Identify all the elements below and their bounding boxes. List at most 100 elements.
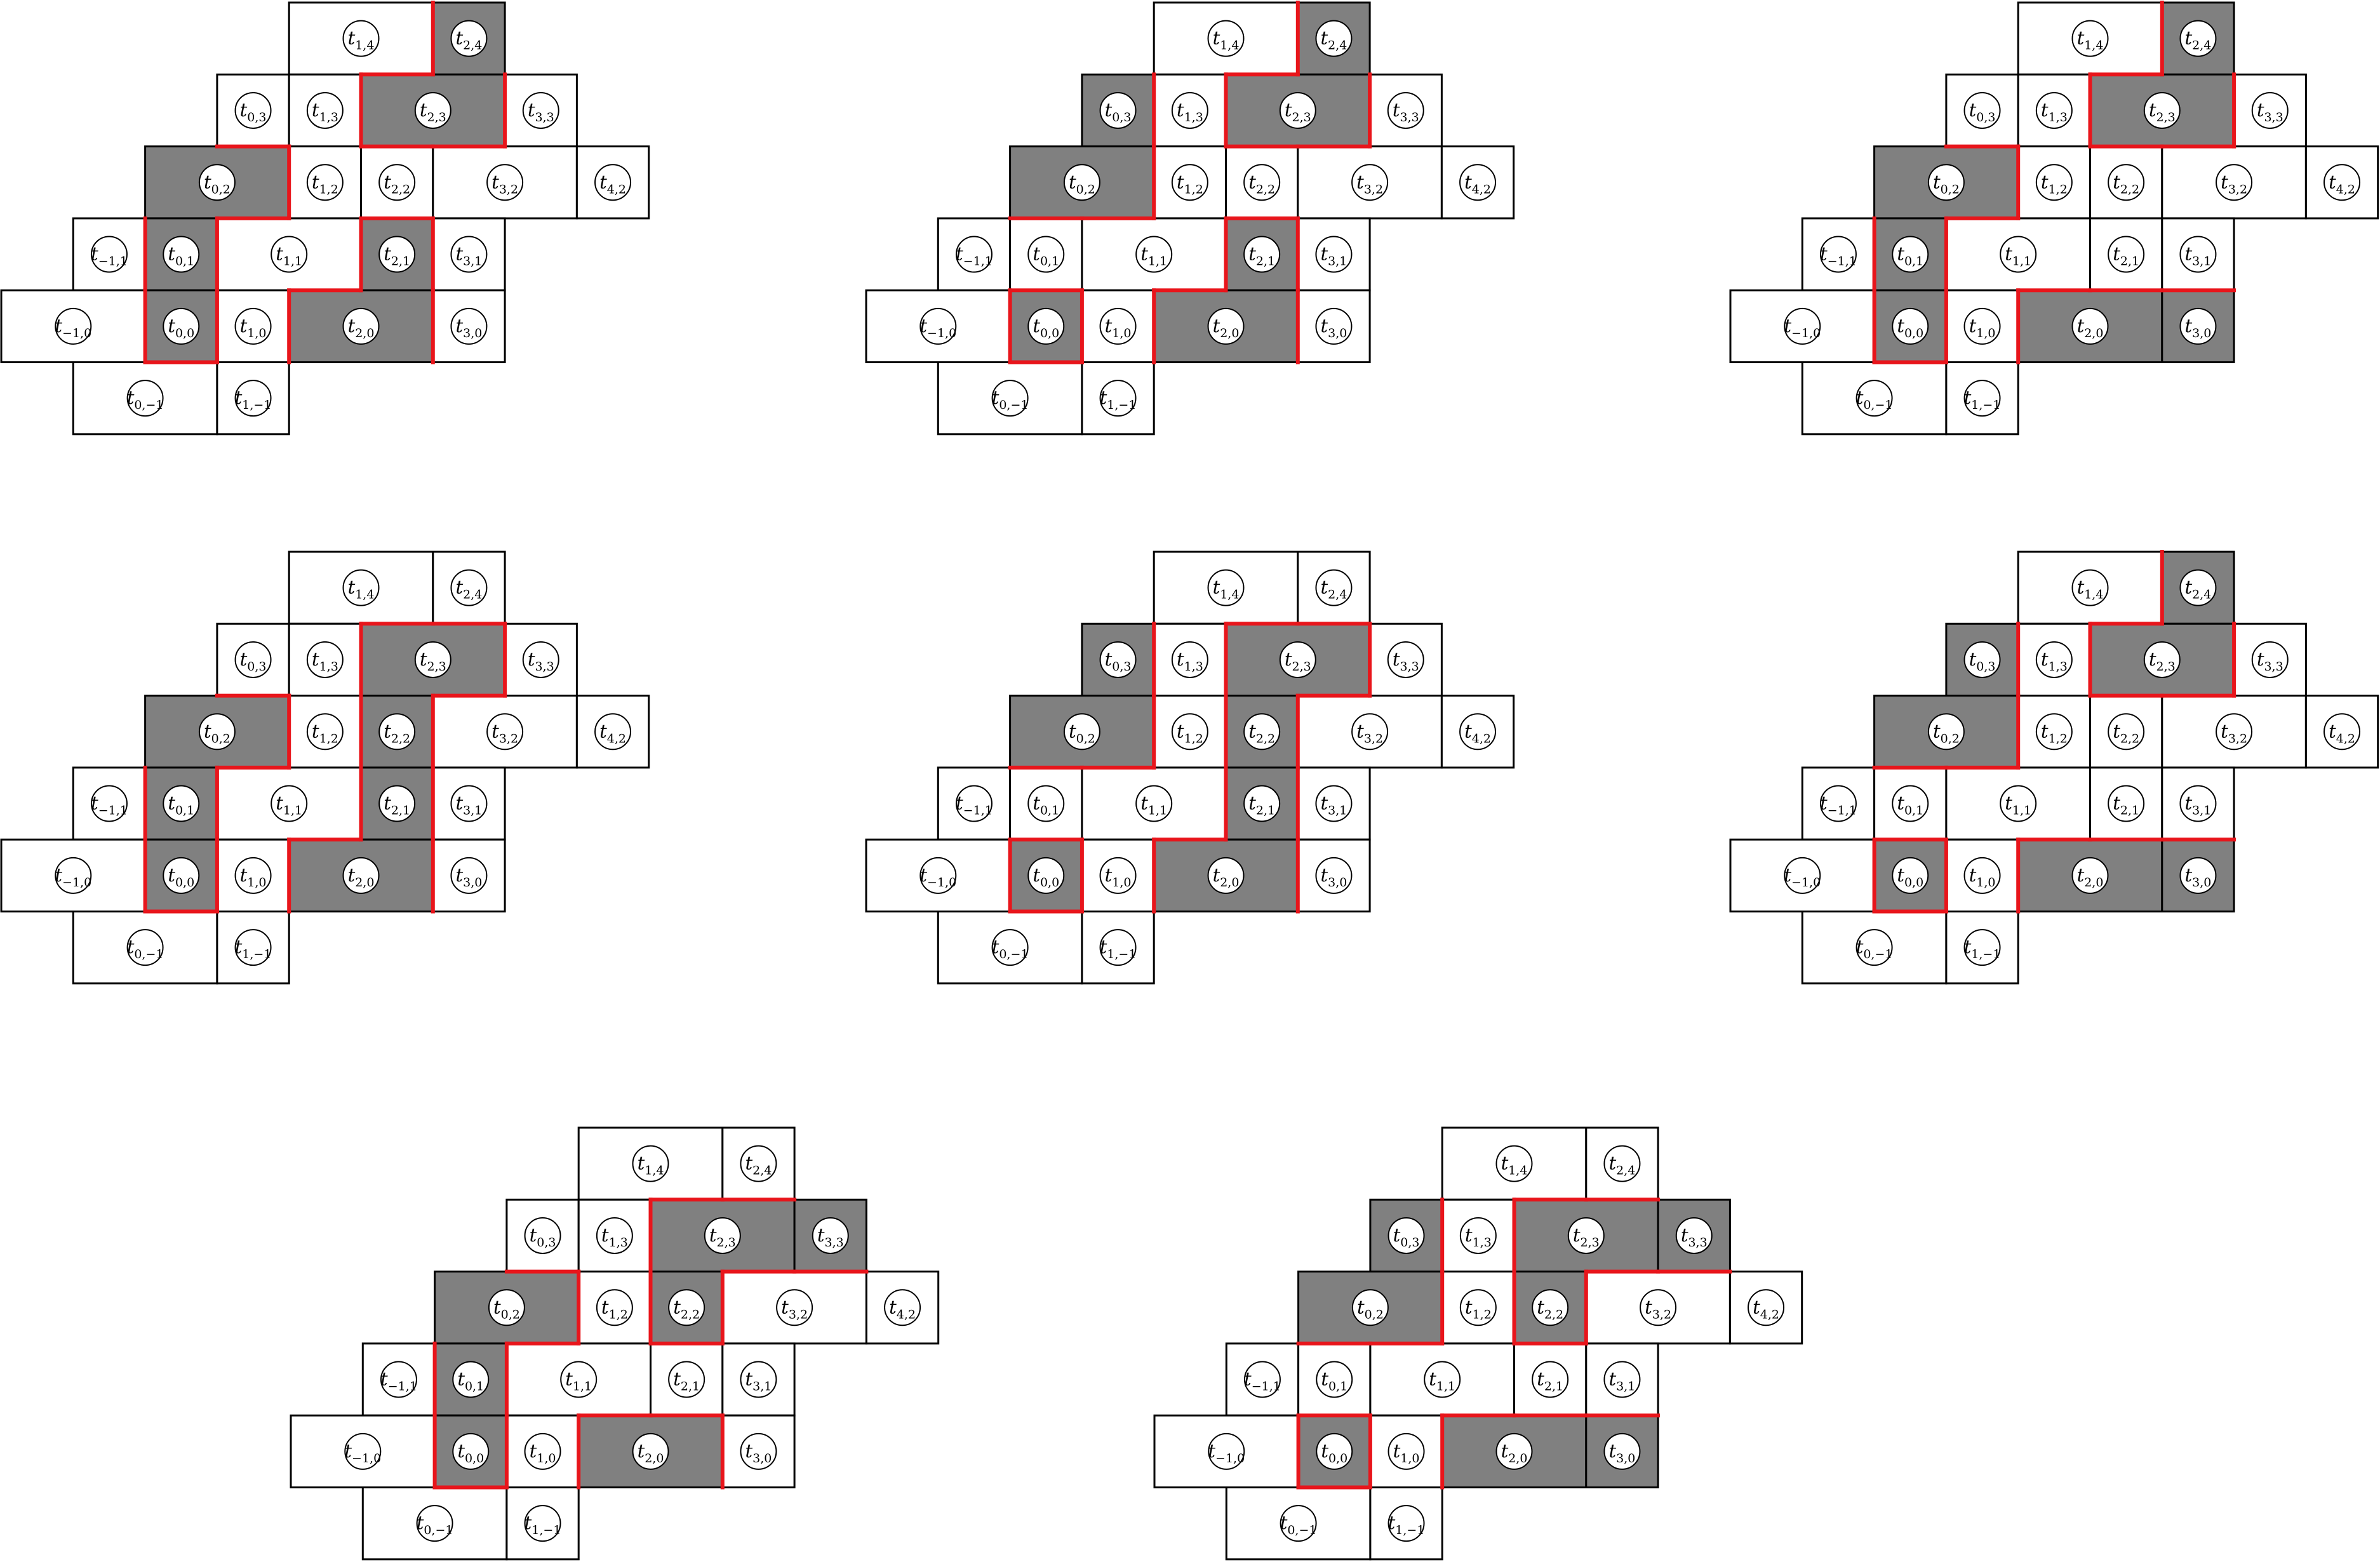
tile-label: t0,−1 xyxy=(1856,936,1893,961)
tile-rect xyxy=(72,361,218,436)
tile-label: t2,4 xyxy=(1321,577,1347,602)
tile-label: t2,1 xyxy=(384,792,410,818)
tile-t-1-0: t1,0 xyxy=(216,838,290,912)
tile-label: t3,1 xyxy=(1321,792,1347,818)
tile-t-1-1: t1,1 xyxy=(1945,217,2091,291)
tile-t-1-4: t1,4 xyxy=(288,1,434,76)
tile-node-circle xyxy=(1892,236,1929,273)
tile-t-3-1: t3,1 xyxy=(432,766,506,841)
panel-7: t1,4 t2,4 t0,3 t1,3 t2,3 t3,3 t0,2 t1,2 t2,2 t3,2… xyxy=(290,1126,940,1561)
tile-label: t1,3 xyxy=(1177,99,1203,124)
tile-t-0-m1: t0,−1 xyxy=(1801,361,1948,436)
tile-t-1-m1: t1,−1 xyxy=(505,1486,580,1561)
tile-label: t0,0 xyxy=(168,315,194,340)
tile-label: t0,0 xyxy=(1033,315,1059,340)
tile-t-3-0: t3,0 xyxy=(721,1414,796,1488)
tile-node-circle xyxy=(2179,785,2217,822)
tile-t-0-1: t0,1 xyxy=(434,1342,508,1417)
tile-node-circle xyxy=(1459,164,1497,201)
tile-t-2-2: t2,2 xyxy=(1225,695,1299,769)
tile-t-1-3: t1,3 xyxy=(577,1198,652,1273)
tile-label: t2,0 xyxy=(348,864,375,890)
tile-t-0-2: t0,2 xyxy=(144,695,290,769)
tile-t-1-1: t1,1 xyxy=(1081,217,1227,291)
tile-t-m1-1: t−1,1 xyxy=(1801,766,1876,841)
tile-t-2-3: t2,3 xyxy=(1513,1198,1659,1273)
tile-t-m1-1: t−1,1 xyxy=(1801,217,1876,291)
tile-t-3-2: t3,2 xyxy=(432,145,578,220)
tile-label: t0,3 xyxy=(1969,648,1996,674)
tile-label: t3,0 xyxy=(456,315,483,340)
tile-label: t0,−1 xyxy=(127,936,164,961)
tile-label: t1,−1 xyxy=(235,387,272,412)
tile-label: t0,1 xyxy=(1033,792,1059,818)
tile-label: t1,0 xyxy=(530,1440,556,1465)
tile-label: t4,2 xyxy=(1464,171,1491,196)
tile-label: t3,2 xyxy=(1645,1296,1671,1321)
tile-node-circle xyxy=(1387,1432,1425,1470)
tile-node-circle xyxy=(90,785,128,822)
tile-t-3-2: t3,2 xyxy=(432,695,578,769)
tile-node-circle xyxy=(955,236,993,273)
tile-label: t2,1 xyxy=(673,1368,700,1394)
tile-t-0-2: t0,2 xyxy=(1873,695,2019,769)
tile-t-1-m1: t1,−1 xyxy=(1081,911,1155,985)
tile-t-2-3: t2,3 xyxy=(360,622,506,697)
tile-label: t3,2 xyxy=(491,171,518,196)
tile-label: t1,1 xyxy=(1140,243,1167,269)
tile-node-circle xyxy=(1280,1505,1317,1542)
tile-node-circle xyxy=(594,713,632,751)
tile-node-circle xyxy=(2071,20,2109,57)
tile-t-1-3: t1,3 xyxy=(1441,1198,1515,1273)
tile-node-circle xyxy=(1459,1217,1497,1254)
tile-label: t0,0 xyxy=(1033,864,1059,890)
tile-label: t2,1 xyxy=(1537,1368,1563,1394)
tile-label: t2,2 xyxy=(2113,720,2139,745)
tile-t-0-m1: t0,−1 xyxy=(1225,1486,1372,1561)
tile-t-0-2: t0,2 xyxy=(1873,145,2019,220)
tile-node-circle xyxy=(1279,641,1316,678)
tile-t-3-3: t3,3 xyxy=(2233,622,2307,697)
tile-label: t0,2 xyxy=(204,171,231,196)
tile-t-0-1: t0,1 xyxy=(1297,1342,1372,1417)
tile-label: t1,0 xyxy=(1105,864,1132,890)
tile-label: t1,2 xyxy=(1465,1296,1492,1321)
tile-node-circle xyxy=(2035,164,2073,201)
tile-node-circle xyxy=(1892,785,1929,822)
tile-node-circle xyxy=(414,91,451,129)
panel-8: t1,4 t2,4 t0,3 t1,3 t2,3 t3,3 t0,2 t1,2 t2,2 t3,2… xyxy=(1153,1126,1803,1561)
tile-node-circle xyxy=(1855,929,1893,966)
tile-t-1-0: t1,0 xyxy=(1945,289,2019,364)
tile-node-circle xyxy=(1603,1361,1641,1398)
tile-label: t2,1 xyxy=(384,243,410,269)
tile-label: t2,4 xyxy=(1321,27,1347,53)
tile-label: t2,3 xyxy=(709,1224,736,1250)
tile-label: t−1,0 xyxy=(1784,864,1821,890)
tile-t-m1-0: t−1,0 xyxy=(0,838,147,912)
tile-node-circle xyxy=(1243,164,1281,201)
tile-label: t−1,1 xyxy=(380,1368,417,1394)
tile-t-3-3: t3,3 xyxy=(504,73,578,148)
tile-node-circle xyxy=(1819,785,1857,822)
tile-t-1-2: t1,2 xyxy=(2017,695,2091,769)
tile-label: t−1,1 xyxy=(1244,1368,1281,1394)
tile-label: t1,0 xyxy=(240,864,267,890)
tile-t-0-3: t0,3 xyxy=(1945,622,2019,697)
panel-2: t1,4 t2,4 t0,3 t1,3 t2,3 t3,3 t0,2 t1,2 t2,2 t3,2… xyxy=(865,1,1515,436)
tile-label: t2,0 xyxy=(1501,1440,1528,1465)
tile-node-circle xyxy=(1316,1361,1353,1398)
tile-node-circle xyxy=(1315,785,1353,822)
tile-t-3-3: t3,3 xyxy=(793,1198,867,1273)
tile-node-circle xyxy=(378,785,416,822)
tile-t-1-2: t1,2 xyxy=(577,1271,652,1345)
tile-t-2-3: t2,3 xyxy=(650,1198,796,1273)
tile-t-3-0: t3,0 xyxy=(1297,838,1371,912)
tile-node-circle xyxy=(1207,20,1245,57)
tile-t-2-1: t2,1 xyxy=(2089,217,2163,291)
tile-label: t3,2 xyxy=(491,720,518,745)
tile-label: t−1,1 xyxy=(956,243,993,269)
tile-t-1-3: t1,3 xyxy=(1153,73,1227,148)
tile-label: t3,0 xyxy=(1321,864,1347,890)
tile-t-0-1: t0,1 xyxy=(144,217,218,291)
tile-node-circle xyxy=(342,307,380,345)
